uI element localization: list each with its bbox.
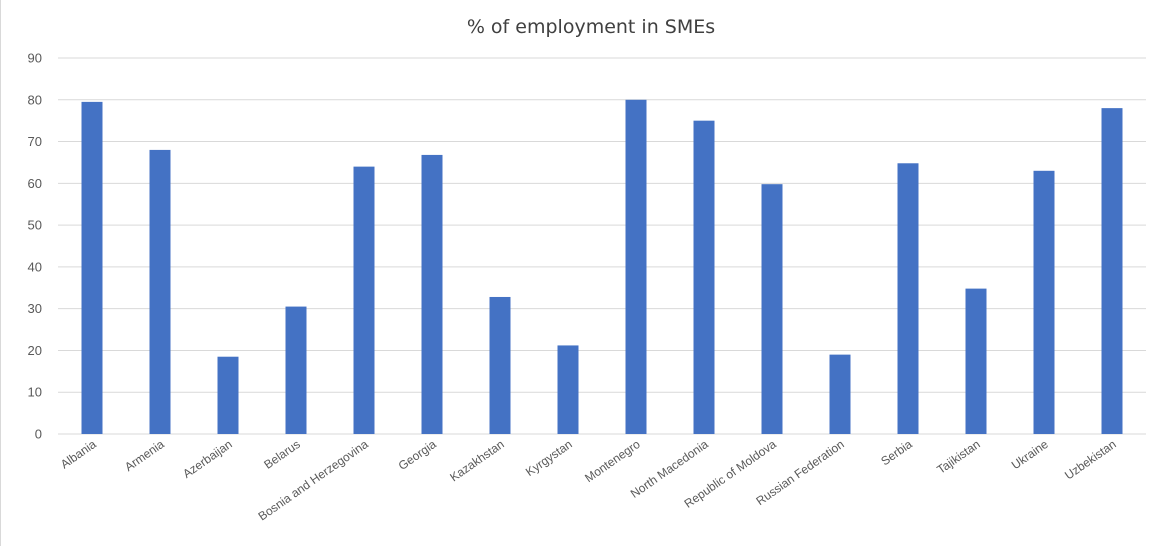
y-tick-label: 10 (28, 385, 42, 400)
x-tick-label: Kyrgystan (523, 437, 575, 479)
chart-title: % of employment in SMEs (467, 16, 715, 38)
x-tick-label: Bosnia and Herzegovina (256, 437, 371, 524)
bar-kyrgystan (557, 345, 579, 434)
bar-azerbaijan (217, 356, 239, 434)
x-tick-label: Belarus (261, 437, 302, 472)
bar-north-macedonia (693, 120, 715, 435)
x-tick-label: Azerbaijan (180, 437, 234, 481)
y-tick-label: 90 (28, 51, 42, 66)
bar-albania (81, 101, 103, 434)
x-tick-label: Kazakhstan (447, 437, 506, 484)
y-tick-label: 60 (28, 176, 42, 191)
x-tick-label: Georgia (396, 437, 439, 473)
y-tick-label: 0 (35, 427, 42, 442)
x-tick-label: Ukraine (1009, 437, 1051, 472)
bar-kazakhstan (489, 296, 511, 434)
bar-georgia (421, 154, 443, 434)
gridlines (58, 57, 1146, 435)
x-tick-label: Armenia (122, 437, 167, 474)
x-tick-label: Tajikistan (934, 437, 982, 477)
bar-armenia (149, 149, 171, 434)
bar-belarus (285, 306, 307, 434)
y-tick-label: 40 (28, 259, 42, 274)
bar-ukraine (1033, 170, 1055, 435)
bar-bosnia-and-herzegovina (353, 166, 375, 434)
x-tick-label: Albania (58, 437, 99, 472)
bar-republic-of-moldova (761, 184, 783, 434)
y-tick-label: 80 (28, 92, 42, 107)
x-tick-label: Uzbekistan (1062, 437, 1119, 483)
y-tick-label: 20 (28, 343, 42, 358)
y-tick-label: 70 (28, 134, 42, 149)
bars (81, 99, 1123, 435)
bar-montenegro (625, 99, 647, 435)
bar-uzbekistan (1101, 108, 1123, 434)
y-tick-label: 30 (28, 301, 42, 316)
x-tick-label: Montenegro (582, 437, 643, 485)
x-tick-label: Serbia (878, 437, 915, 469)
bar-russian-federation (829, 354, 851, 434)
y-tick-label: 50 (28, 218, 42, 233)
bar-serbia (897, 163, 919, 434)
y-axis-ticks: 0 10 20 30 40 50 60 70 80 90 (28, 51, 42, 442)
bar-tajikistan (965, 288, 987, 434)
